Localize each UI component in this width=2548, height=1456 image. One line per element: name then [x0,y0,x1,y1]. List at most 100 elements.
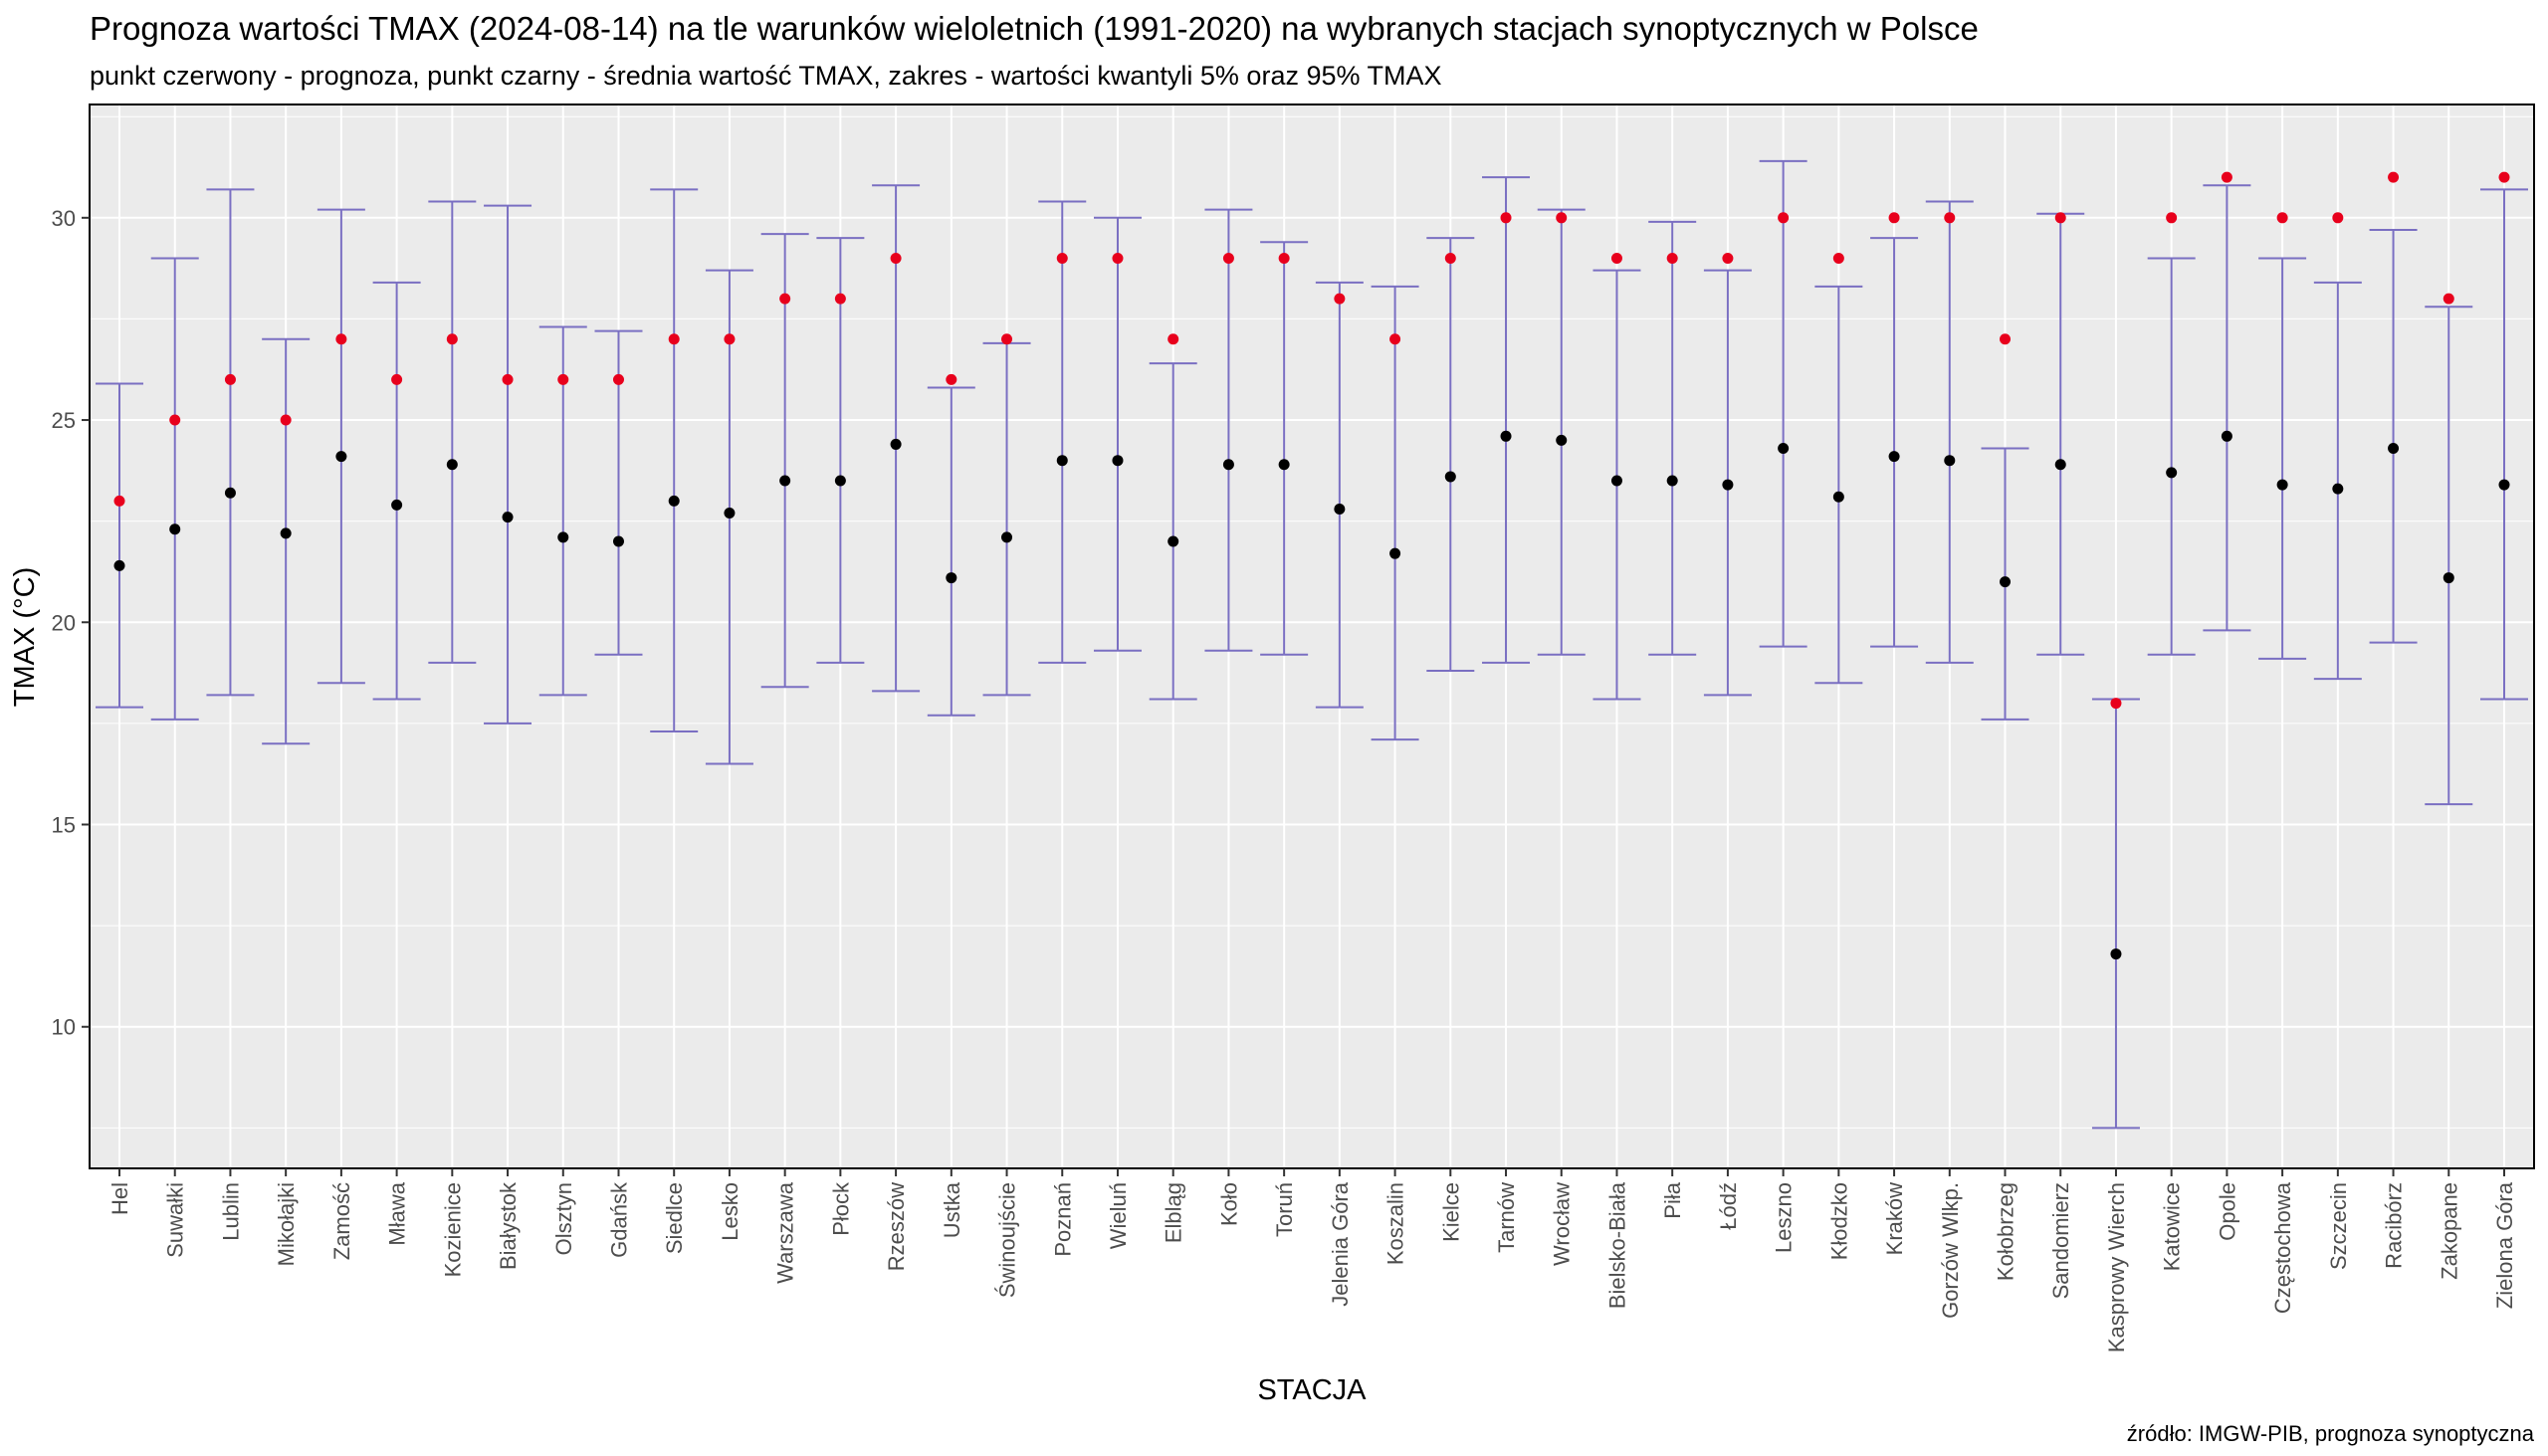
forecast-point [1168,333,1179,345]
forecast-point [280,414,292,426]
mean-point [446,459,458,471]
forecast-point [612,373,624,385]
x-tick-label: Szczecin [2326,1182,2351,1270]
forecast-point [1500,212,1512,224]
forecast-point [2498,171,2510,183]
forecast-point [1389,333,1401,345]
x-tick-label: Lesko [718,1182,743,1241]
mean-point [834,475,846,487]
chart-subtitle: punkt czerwony - prognoza, punkt czarny … [90,61,1442,91]
mean-point [2110,948,2122,960]
mean-point [1001,531,1013,543]
mean-point [1168,535,1179,547]
x-tick-label: Katowice [2160,1182,2185,1271]
forecast-point [779,293,791,305]
mean-point [391,499,403,511]
forecast-point [724,333,736,345]
forecast-point [834,293,846,305]
x-tick-label: Piła [1660,1181,1685,1218]
forecast-point [1222,252,1234,264]
forecast-point [1278,252,1290,264]
forecast-point [1778,212,1790,224]
forecast-point [335,333,347,345]
forecast-point [1112,252,1124,264]
forecast-point [2054,212,2066,224]
mean-point [2442,572,2454,584]
y-axis-title: TMAX (°C) [9,567,41,707]
x-tick-label: Zielona Góra [2492,1181,2517,1309]
mean-point [1832,491,1844,503]
mean-point [1556,434,1568,446]
x-tick-label: Jelenia Góra [1328,1181,1353,1307]
x-tick-label: Zakopane [2437,1182,2461,1280]
chart-title: Prognoza wartości TMAX (2024-08-14) na t… [90,10,1979,47]
forecast-point [668,333,680,345]
mean-point [224,487,236,499]
forecast-point [1722,252,1734,264]
x-tick-label: Płock [828,1181,853,1236]
forecast-point [2276,212,2288,224]
mean-point [2000,576,2012,588]
mean-point [169,523,181,535]
mean-point [2498,479,2510,491]
plot-border [89,104,2535,1169]
x-tick-label: Leszno [1772,1182,1797,1253]
y-tick-label: 25 [52,408,76,433]
mean-point [1500,430,1512,442]
x-tick-label: Siedlce [662,1182,687,1254]
mean-point [1389,547,1401,559]
forecast-point [1001,333,1013,345]
x-tick-label: Tarnów [1494,1182,1519,1253]
mean-point [1610,475,1622,487]
mean-point [1722,479,1734,491]
x-tick-label: Wrocław [1550,1182,1575,1266]
x-tick-label: Kozienice [440,1182,465,1277]
mean-point [2276,479,2288,491]
mean-point [1056,455,1068,467]
forecast-point [1832,252,1844,264]
forecast-point [224,373,236,385]
x-tick-label: Racibórz [2382,1182,2407,1269]
x-tick-label: Elbląg [1162,1182,1186,1243]
x-tick-label: Częstochowa [2270,1181,2295,1314]
x-tick-label: Bielsko-Biała [1604,1181,1629,1309]
x-tick-label: Mikołajki [274,1182,299,1266]
forecast-point [169,414,181,426]
source-caption: źródło: IMGW-PIB, prognoza synoptyczna [2127,1421,2535,1446]
forecast-point [502,373,514,385]
mean-point [2054,459,2066,471]
x-tick-label: Koło [1216,1182,1241,1226]
forecast-point [890,252,902,264]
plot-panel [90,104,2534,1168]
y-tick-label: 15 [52,813,76,838]
mean-point [557,531,569,543]
x-tick-label: Łódź [1716,1182,1741,1230]
x-tick-label: Kasprowy Wierch [2104,1182,2129,1352]
forecast-point [1444,252,1456,264]
forecast-point [446,333,458,345]
x-tick-label: Świnoujście [995,1182,1020,1298]
mean-point [724,508,736,520]
mean-point [113,559,125,571]
x-tick-label: Koszalin [1383,1182,1408,1265]
forecast-point [2221,171,2232,183]
x-tick-label: Toruń [1272,1182,1297,1237]
mean-point [2332,483,2344,495]
x-tick-label: Opole [2215,1182,2239,1241]
mean-point [1112,455,1124,467]
forecast-point [1610,252,1622,264]
mean-point [1278,459,1290,471]
x-tick-label: Hel [107,1182,132,1215]
forecast-point [946,373,957,385]
forecast-point [1944,212,1956,224]
forecast-point [2000,333,2012,345]
marks-layer [96,159,2528,1130]
forecast-point [557,373,569,385]
mean-point [1888,451,1900,463]
forecast-point [1666,252,1678,264]
mean-point [612,535,624,547]
x-tick-label: Sandomierz [2048,1182,2073,1299]
x-tick-label: Rzeszów [884,1182,909,1271]
x-tick-label: Suwałki [163,1182,188,1258]
